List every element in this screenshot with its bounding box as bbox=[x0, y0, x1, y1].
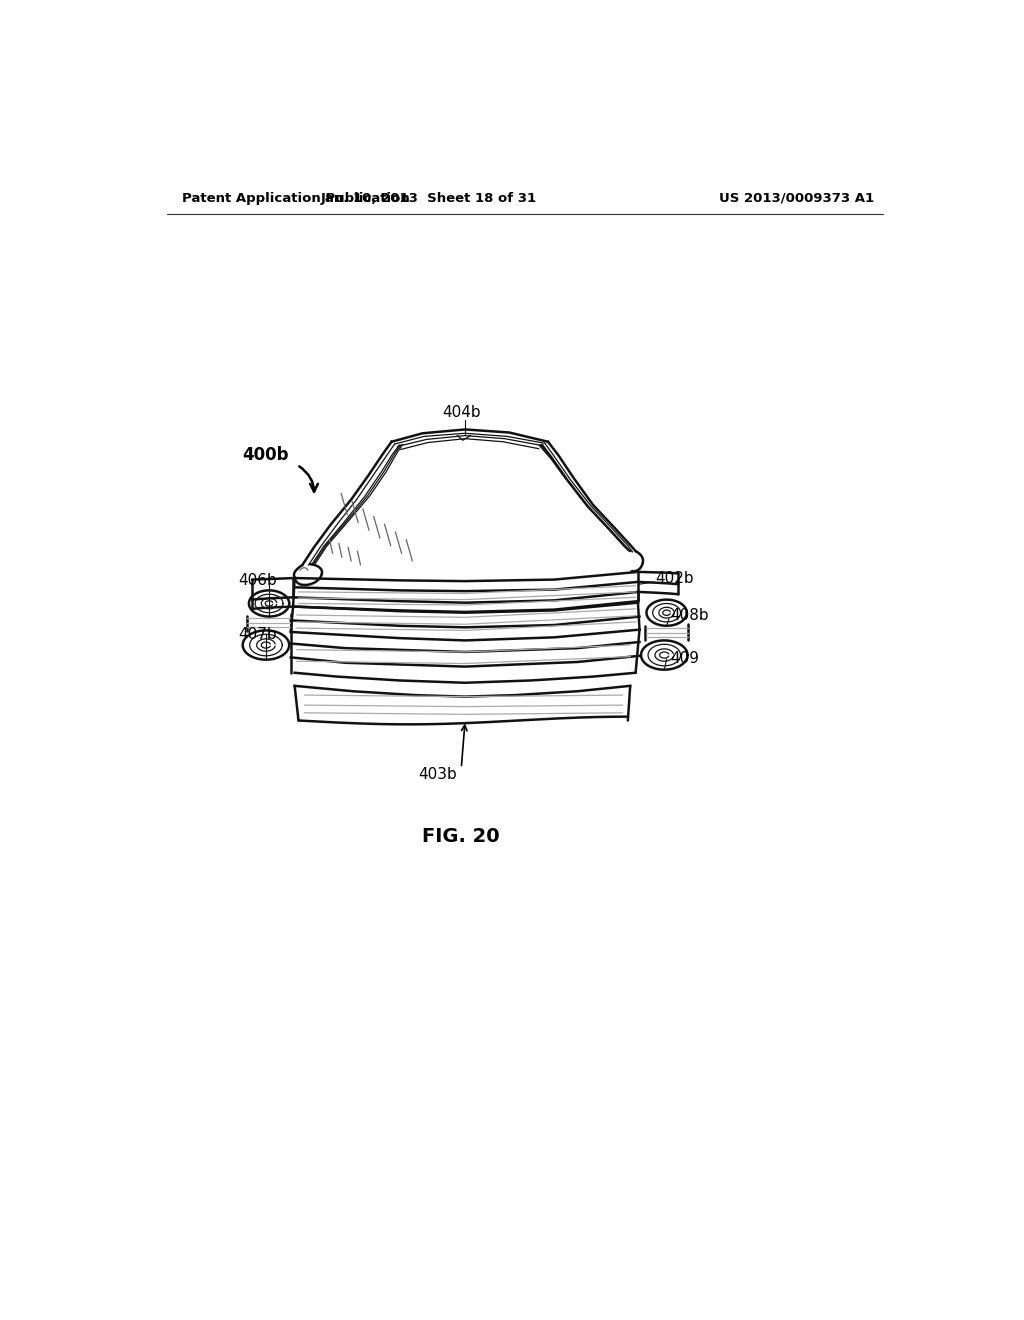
Text: 403b: 403b bbox=[419, 767, 458, 781]
Text: Jan. 10, 2013  Sheet 18 of 31: Jan. 10, 2013 Sheet 18 of 31 bbox=[321, 191, 537, 205]
Text: US 2013/0009373 A1: US 2013/0009373 A1 bbox=[719, 191, 873, 205]
Text: 400b: 400b bbox=[243, 446, 289, 463]
Text: Patent Application Publication: Patent Application Publication bbox=[182, 191, 410, 205]
Text: 404b: 404b bbox=[442, 405, 480, 420]
Text: 402b: 402b bbox=[655, 570, 693, 586]
Text: 407b: 407b bbox=[238, 627, 276, 642]
Text: 406b: 406b bbox=[238, 573, 276, 587]
Text: 408b: 408b bbox=[671, 607, 710, 623]
Text: FIG. 20: FIG. 20 bbox=[423, 826, 500, 846]
Text: 409: 409 bbox=[671, 651, 699, 667]
